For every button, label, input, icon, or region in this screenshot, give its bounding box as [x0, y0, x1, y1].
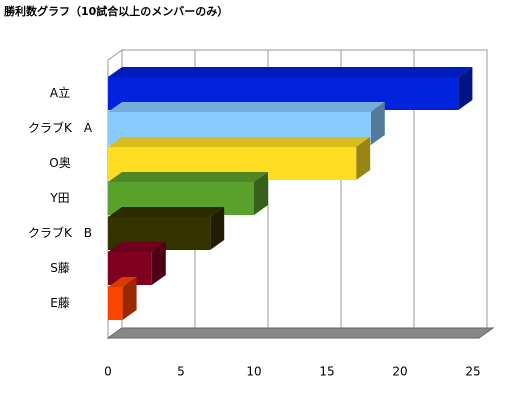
bar-side	[151, 242, 166, 285]
bar-top	[108, 137, 371, 147]
bar-top	[108, 172, 268, 182]
bar-side	[370, 102, 385, 145]
y-tick-label: S藤	[50, 261, 70, 275]
bar-top	[108, 102, 385, 112]
y-tick-label: Y田	[49, 191, 69, 205]
bar-top	[108, 207, 225, 217]
x-tick-label: 15	[319, 365, 334, 379]
bar-side	[356, 137, 371, 180]
bar-top	[108, 277, 137, 287]
bar-side	[210, 207, 225, 250]
x-tick-label: 5	[177, 365, 185, 379]
chart-title: 勝利数グラフ（10試合以上のメンバーのみ）	[4, 4, 228, 18]
y-tick-label: A立	[50, 85, 70, 100]
x-tick-label: 20	[392, 365, 407, 379]
y-tick-label: O奥	[49, 156, 70, 170]
bar-top	[108, 242, 166, 252]
bar-top	[108, 67, 473, 77]
x-tick-label: 0	[104, 365, 112, 379]
x-tick-label: 10	[246, 365, 261, 379]
floor	[106, 327, 495, 339]
bar-side	[254, 172, 268, 215]
x-tick-label: 25	[465, 365, 480, 379]
bar	[108, 287, 123, 320]
bar-side	[122, 277, 137, 320]
y-tick-label: E藤	[50, 296, 70, 310]
bar-side	[458, 67, 473, 110]
y-tick-label: クラブK A	[28, 120, 93, 135]
y-tick-label: クラブK B	[28, 225, 92, 240]
